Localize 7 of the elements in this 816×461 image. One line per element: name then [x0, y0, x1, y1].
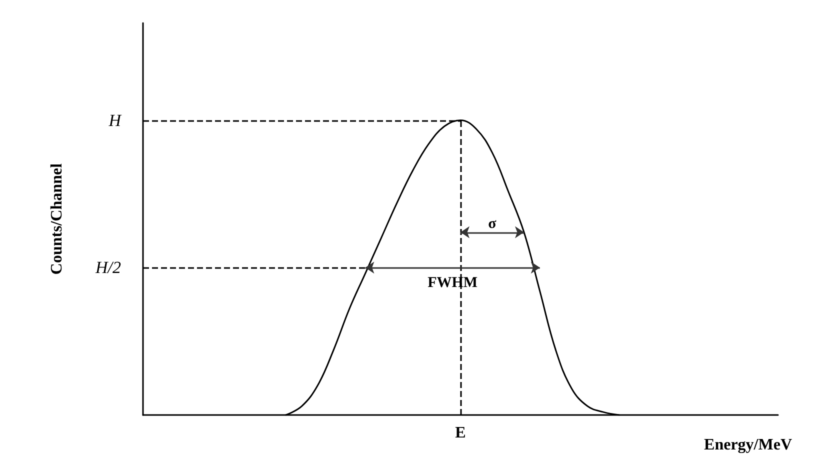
text: E: [455, 424, 466, 442]
y-axis-title: Counts/Channel: [48, 162, 66, 275]
annotation: FWHM: [428, 275, 478, 292]
x-axis-title: Energy/MeV: [704, 436, 792, 454]
ref-line-label: H: [108, 110, 123, 130]
ref-line-label: H/2: [94, 258, 122, 278]
annotation: σ: [488, 216, 498, 232]
